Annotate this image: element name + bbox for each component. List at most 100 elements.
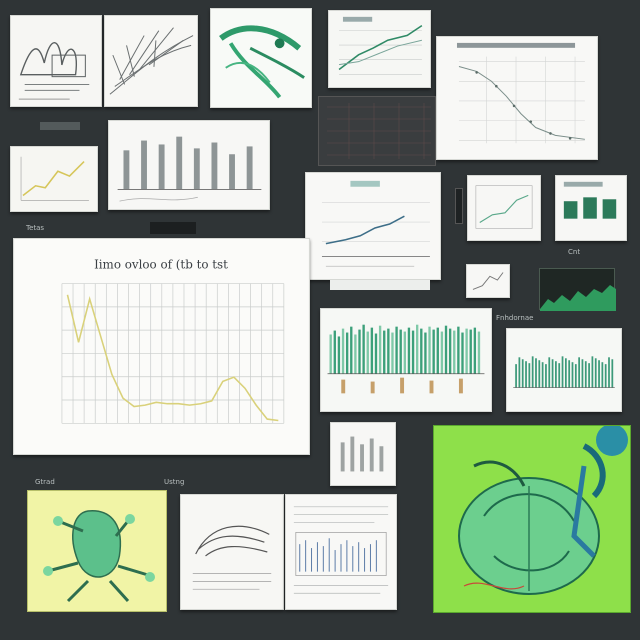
green-area-chart	[540, 285, 616, 311]
decorative-bar	[608, 357, 610, 388]
decorative-bar	[399, 329, 402, 374]
decorative-bar	[604, 364, 607, 388]
decorative-bar	[584, 361, 587, 388]
label-fnhdornae: Fnhdornae	[496, 314, 534, 322]
tiny-line-thumbnail	[467, 265, 509, 297]
small-bar-thumbnail	[331, 423, 395, 485]
green-bar-chart-card	[320, 308, 492, 412]
decorative-bar	[574, 364, 577, 388]
gray-bar-chart-thumbnail	[109, 121, 269, 209]
dark-grid-panel	[318, 96, 436, 166]
decorative-bar	[444, 325, 448, 374]
decorative-bar	[477, 331, 481, 374]
green-creature-illustration	[43, 510, 155, 603]
decorative-bar	[521, 359, 524, 388]
line-chart-thumbnail	[329, 11, 430, 87]
feather-sketch-illustration	[181, 495, 283, 609]
decorative-bar	[528, 363, 531, 388]
green-blocks-thumbnail	[556, 176, 626, 240]
decorative-bar	[337, 336, 341, 374]
decorative-bar	[598, 360, 600, 388]
decorative-bar	[407, 327, 411, 374]
decorative-bar	[461, 332, 464, 374]
decorative-bar	[453, 330, 456, 374]
decorative-bar	[588, 363, 590, 388]
label-gtrad: Gtrad	[35, 478, 55, 486]
decorative-bar	[473, 327, 477, 374]
decorative-bar	[362, 324, 365, 374]
decorative-bar	[515, 364, 517, 388]
branch-sketch-illustration	[105, 16, 197, 106]
label-ustng: Ustng	[164, 478, 185, 486]
decorative-bar	[545, 364, 547, 388]
decorative-bar	[341, 328, 345, 374]
decorative-bar	[358, 329, 361, 374]
label-tetas: Tetas	[26, 224, 45, 232]
decorative-bar	[571, 362, 574, 388]
document-chart-thumbnail	[286, 495, 396, 609]
decorative-bar	[541, 362, 544, 388]
decorative-bar	[354, 334, 357, 374]
green-illustration-card	[210, 8, 312, 108]
main-line-chart: Iimo ovloo of (tb to tst	[14, 239, 309, 454]
green-organism-card	[433, 424, 631, 613]
main-chart-title: Iimo ovloo of (tb to tst	[94, 258, 228, 272]
small-dark-block-b	[150, 222, 196, 234]
small-line-card-top	[328, 10, 431, 88]
decorative-bar	[383, 330, 386, 374]
decorative-bar	[378, 325, 382, 374]
small-yellow-line-card	[10, 146, 98, 212]
decorative-bar	[448, 328, 452, 374]
decorative-bar	[558, 363, 561, 388]
dark-grid-pattern	[327, 103, 431, 159]
main-chart-line	[66, 294, 279, 422]
decorative-bar	[469, 329, 472, 374]
label-cnt: Cnt	[568, 248, 581, 256]
green-branch-illustration	[211, 9, 311, 107]
small-bar-card-mid	[330, 422, 396, 486]
series-line	[66, 294, 279, 422]
yellow-line-thumbnail	[11, 147, 97, 211]
scatter-chart-card	[436, 36, 598, 160]
decorative-bar	[436, 327, 439, 374]
hand-sketch-illustration	[11, 16, 101, 106]
decorative-bar	[374, 333, 378, 374]
decorative-bar	[420, 328, 423, 374]
decorative-bar	[531, 356, 534, 388]
small-card-b	[555, 175, 627, 241]
decorative-bar	[387, 328, 390, 374]
decorative-bar	[416, 324, 419, 374]
decorative-bar	[564, 358, 567, 388]
decorative-bar	[333, 330, 336, 374]
blue-line-card	[305, 172, 441, 280]
decorative-bar	[601, 362, 604, 388]
decorative-bar	[535, 358, 537, 388]
rising-line-chart-thumbnail	[306, 173, 440, 279]
decorative-bar	[428, 326, 431, 374]
decorative-bar	[403, 331, 406, 374]
decorative-bar	[594, 358, 597, 388]
decorative-bar	[578, 357, 581, 388]
green-organism-illustration	[458, 424, 628, 595]
decorative-bar	[611, 359, 614, 388]
document-card-bottom	[285, 494, 397, 610]
decorative-bar	[345, 332, 349, 374]
decorative-bar	[411, 330, 415, 374]
decorative-bar	[329, 334, 332, 374]
green-bar-group	[329, 324, 481, 374]
sketch-card-bottom	[180, 494, 284, 610]
decorative-bar	[555, 361, 557, 388]
decorative-bar	[350, 326, 353, 374]
decorative-bar	[551, 359, 554, 388]
decorative-bar	[391, 332, 394, 374]
decorative-bar	[366, 331, 369, 374]
small-dark-block-a	[455, 188, 463, 224]
small-card-a	[467, 175, 541, 241]
dense-bar-thumbnail	[507, 329, 621, 411]
decorative-bar	[581, 359, 584, 388]
decorative-bar	[591, 356, 594, 388]
decorative-bar	[457, 326, 460, 374]
yellow-illustration-card	[27, 490, 167, 612]
decorative-bar	[525, 361, 527, 388]
dense-bar-card	[506, 328, 622, 412]
